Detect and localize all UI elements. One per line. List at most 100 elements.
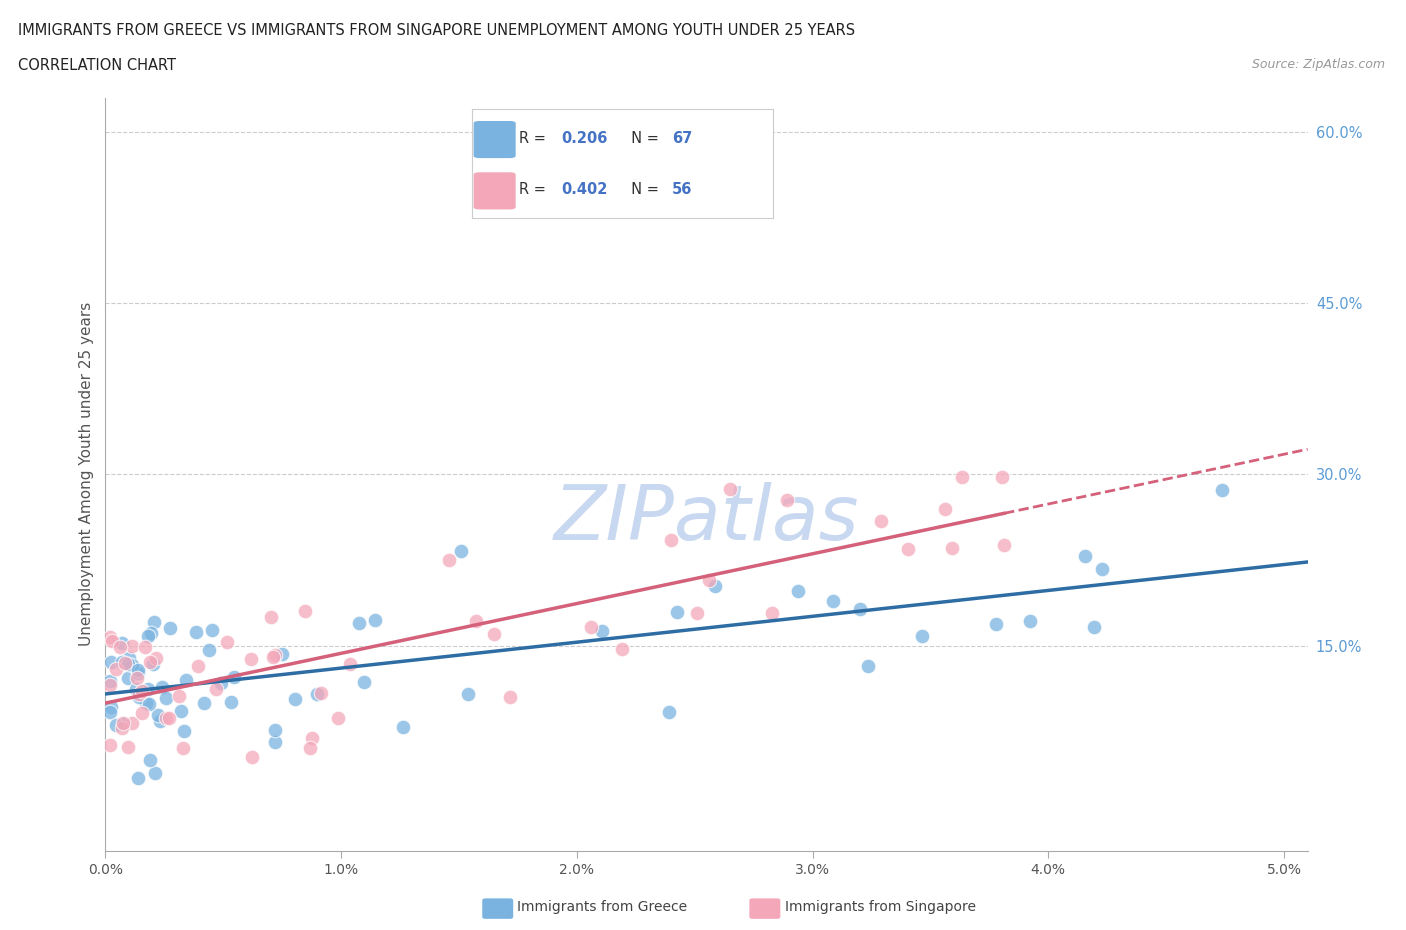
Point [659, 533, 682, 548]
Point [111, 721, 134, 736]
Text: Immigrants from Greece: Immigrants from Greece [517, 899, 688, 914]
Point [934, 502, 956, 517]
Point [294, 604, 316, 618]
Point [209, 675, 232, 690]
Point [117, 671, 139, 685]
Point [786, 583, 808, 598]
Point [145, 650, 167, 665]
Point [897, 541, 920, 556]
Point [111, 655, 134, 670]
Point [240, 750, 263, 764]
Point [100, 700, 122, 715]
Point [135, 696, 157, 711]
Point [217, 634, 239, 649]
Point [307, 686, 329, 701]
Point [127, 662, 149, 677]
Text: IMMIGRANTS FROM GREECE VS IMMIGRANTS FROM SINGAPORE UNEMPLOYMENT AMONG YOUTH UND: IMMIGRANTS FROM GREECE VS IMMIGRANTS FRO… [18, 23, 855, 38]
Point [157, 711, 180, 725]
Point [1074, 549, 1097, 564]
Point [174, 672, 197, 687]
Point [131, 706, 153, 721]
Text: ZIPatlas: ZIPatlas [554, 483, 859, 556]
Point [170, 703, 193, 718]
Point [718, 481, 741, 496]
Point [260, 609, 283, 624]
Point [149, 713, 172, 728]
Point [848, 602, 870, 617]
Point [125, 682, 148, 697]
Point [941, 540, 963, 555]
Point [173, 724, 195, 738]
Point [193, 696, 215, 711]
Point [776, 492, 799, 507]
Point [239, 651, 262, 666]
Point [271, 646, 294, 661]
Point [823, 593, 845, 608]
Point [172, 740, 194, 755]
Point [105, 661, 128, 676]
Point [141, 626, 163, 641]
Point [104, 718, 127, 733]
Point [870, 513, 893, 528]
Point [121, 715, 143, 730]
Point [499, 689, 522, 704]
Point [121, 658, 143, 672]
Point [353, 674, 375, 689]
Point [112, 715, 135, 730]
Point [98, 630, 121, 644]
Point [134, 640, 156, 655]
Point [128, 690, 150, 705]
Point [993, 538, 1015, 552]
Point [856, 658, 879, 673]
Point [127, 666, 149, 681]
Point [665, 604, 688, 619]
Y-axis label: Unemployment Among Youth under 25 years: Unemployment Among Youth under 25 years [79, 302, 94, 646]
Text: Source: ZipAtlas.com: Source: ZipAtlas.com [1251, 58, 1385, 71]
Point [138, 697, 160, 711]
Point [309, 685, 332, 700]
Point [950, 470, 973, 485]
Point [699, 573, 721, 588]
Point [167, 689, 190, 704]
Point [219, 695, 242, 710]
Point [364, 613, 387, 628]
Point [112, 717, 135, 732]
Point [911, 629, 934, 644]
Point [108, 640, 131, 655]
Point [127, 770, 149, 785]
Point [264, 735, 287, 750]
Text: Immigrants from Singapore: Immigrants from Singapore [785, 899, 976, 914]
Point [136, 682, 159, 697]
Point [98, 704, 121, 719]
Point [125, 671, 148, 685]
Point [128, 686, 150, 701]
Point [685, 606, 707, 621]
Point [186, 624, 208, 639]
Point [301, 731, 323, 746]
Point [1019, 614, 1042, 629]
Point [155, 711, 177, 725]
Point [703, 578, 725, 593]
Point [111, 636, 134, 651]
Point [187, 659, 209, 674]
Point [284, 692, 307, 707]
Point [198, 643, 221, 658]
Point [658, 705, 681, 720]
Point [984, 617, 1007, 631]
Point [224, 670, 246, 684]
Point [457, 686, 479, 701]
Point [761, 605, 783, 620]
Point [117, 739, 139, 754]
Point [98, 737, 121, 752]
Point [464, 613, 486, 628]
Point [143, 615, 166, 630]
Point [437, 552, 460, 567]
Point [1091, 562, 1114, 577]
Point [98, 677, 121, 692]
Point [139, 655, 162, 670]
Point [450, 543, 472, 558]
Point [159, 621, 181, 636]
Point [131, 684, 153, 698]
Point [990, 470, 1012, 485]
Point [117, 657, 139, 671]
